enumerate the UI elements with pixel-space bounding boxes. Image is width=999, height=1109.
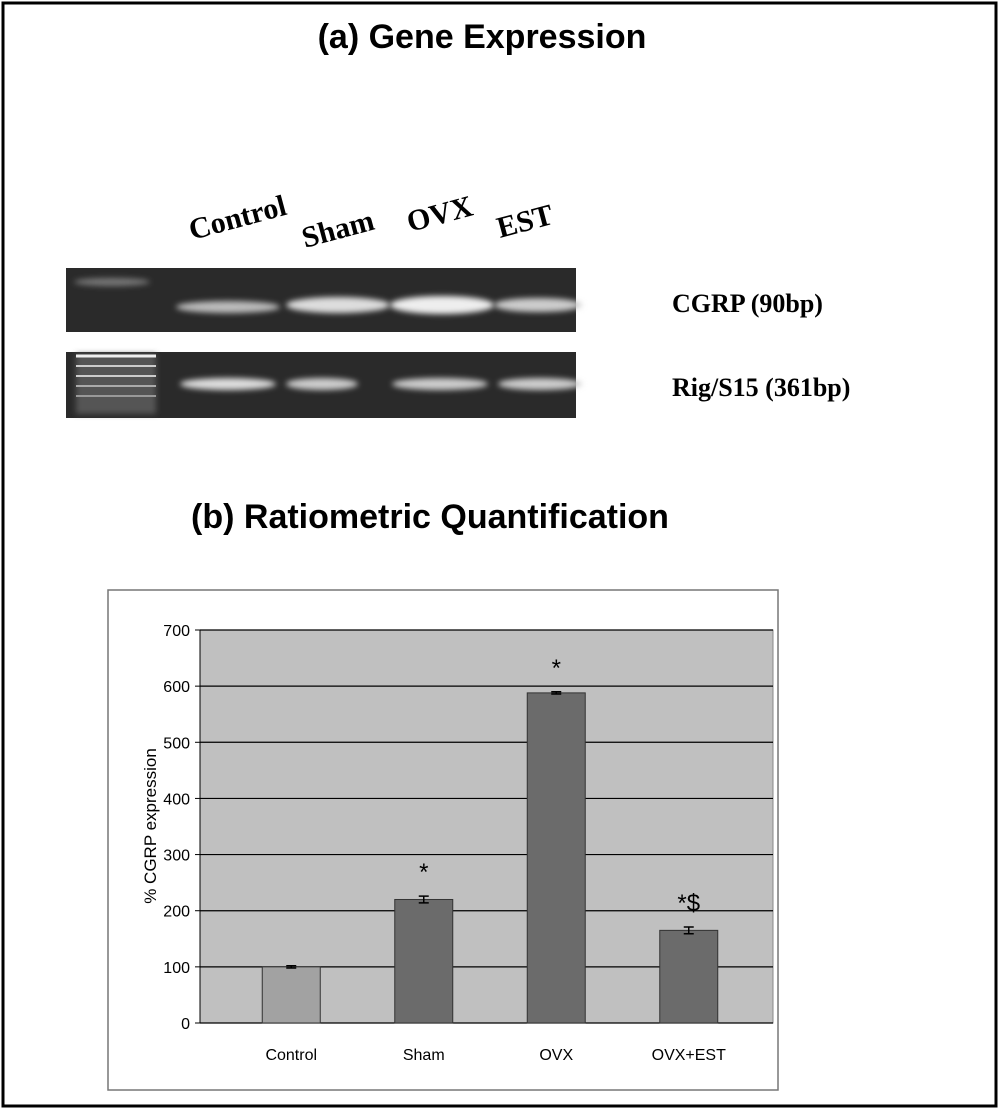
y-tick-label: 300 xyxy=(163,848,190,865)
bar xyxy=(261,966,321,1024)
y-axis-title: % CGRP expression xyxy=(141,748,160,904)
error-bar xyxy=(286,964,297,969)
bar xyxy=(394,898,454,1024)
x-tick-label: OVX+EST xyxy=(652,1047,726,1064)
x-tick-label: OVX xyxy=(539,1047,573,1064)
y-tick-label: 700 xyxy=(163,623,190,640)
band-label: Rig/S15 (361bp) xyxy=(672,373,850,402)
chart-title: (b) Ratiometric Quantification xyxy=(191,498,669,536)
gel-title: (a) Gene Expression xyxy=(318,18,647,56)
error-bar xyxy=(551,691,562,695)
annotation: *$ xyxy=(677,890,700,917)
y-tick-label: 0 xyxy=(181,1016,190,1033)
bar xyxy=(526,692,586,1024)
band-label: CGRP (90bp) xyxy=(672,289,823,318)
y-tick-label: 200 xyxy=(163,904,190,921)
x-tick-label: Control xyxy=(265,1047,317,1064)
error-bar xyxy=(683,926,694,935)
bar xyxy=(659,929,719,1024)
error-bar xyxy=(418,895,429,904)
x-tick-label: Sham xyxy=(403,1047,445,1064)
gel-bottom xyxy=(66,352,582,418)
y-tick-label: 500 xyxy=(163,735,190,752)
gel-top xyxy=(66,268,582,332)
y-tick-label: 600 xyxy=(163,679,190,696)
annotation: * xyxy=(552,655,561,682)
y-tick-label: 400 xyxy=(163,791,190,808)
annotation: * xyxy=(419,859,428,886)
y-tick-label: 100 xyxy=(163,960,190,977)
